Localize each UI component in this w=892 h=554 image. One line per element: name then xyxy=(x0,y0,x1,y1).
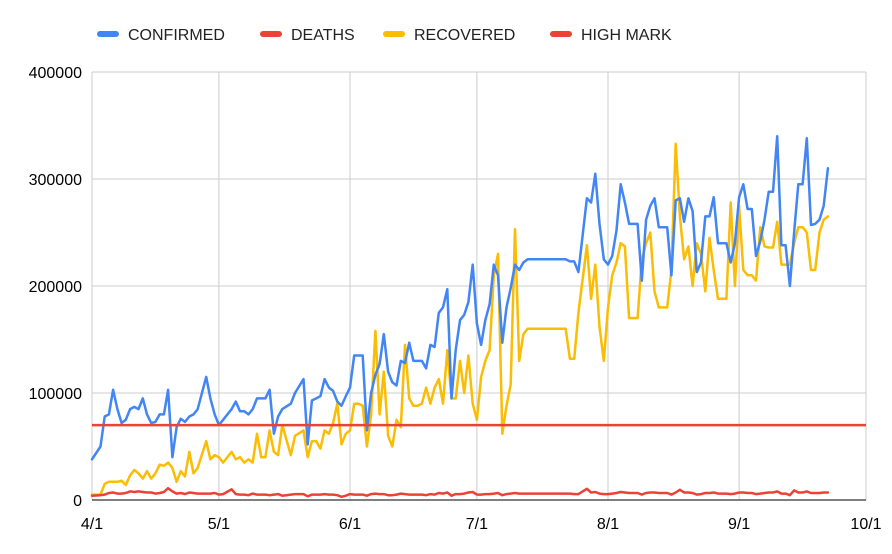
legend-label-deaths: DEATHS xyxy=(291,27,355,44)
legend-label-confirmed: CONFIRMED xyxy=(128,27,225,44)
x-tick-label: 7/1 xyxy=(466,516,488,533)
series-recovered-line xyxy=(90,142,830,496)
legend-swatch-high-mark xyxy=(550,31,572,37)
legend: CONFIRMED DEATHS RECOVERED HIGH MARK xyxy=(97,27,672,44)
legend-swatch-confirmed xyxy=(97,31,119,37)
y-tick-label: 0 xyxy=(73,493,82,510)
x-tick-label: 6/1 xyxy=(339,516,361,533)
x-axis: 4/1 5/1 6/1 7/1 8/1 9/1 10/1 xyxy=(81,516,882,533)
x-tick-label: 10/1 xyxy=(850,516,881,533)
y-tick-label: 100000 xyxy=(29,386,82,403)
gridlines xyxy=(91,71,867,501)
y-axis: 0 100000 200000 300000 400000 xyxy=(29,65,82,510)
x-tick-label: 8/1 xyxy=(597,516,619,533)
series-deaths-line xyxy=(90,486,830,499)
plot-area xyxy=(90,134,866,499)
y-tick-label: 200000 xyxy=(29,279,82,296)
legend-swatch-recovered xyxy=(383,31,405,37)
y-tick-label: 300000 xyxy=(29,172,82,189)
legend-label-high-mark: HIGH MARK xyxy=(581,27,672,44)
x-tick-label: 9/1 xyxy=(728,516,750,533)
legend-swatch-deaths xyxy=(260,31,282,37)
x-tick-label: 5/1 xyxy=(208,516,230,533)
x-tick-label: 4/1 xyxy=(81,516,103,533)
legend-label-recovered: RECOVERED xyxy=(414,27,515,44)
y-tick-label: 400000 xyxy=(29,65,82,82)
